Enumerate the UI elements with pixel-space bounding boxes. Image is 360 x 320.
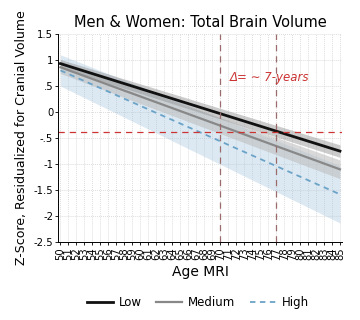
Text: Δ= ∼ 7-years: Δ= ∼ 7-years [230,71,309,84]
Title: Men & Women: Total Brain Volume: Men & Women: Total Brain Volume [74,15,327,30]
Y-axis label: Z-Score, Residualized for Cranial Volume: Z-Score, Residualized for Cranial Volume [15,11,28,266]
Legend: Low, Medium, High: Low, Medium, High [82,292,314,314]
X-axis label: Age MRI: Age MRI [172,265,229,279]
